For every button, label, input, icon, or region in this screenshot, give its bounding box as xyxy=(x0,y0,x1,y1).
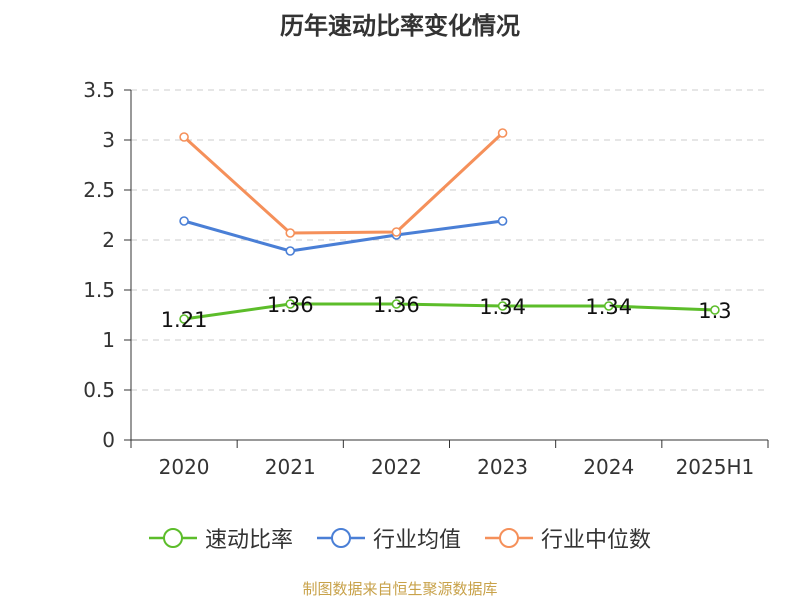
legend: 速动比率 行业均值 行业中位数 xyxy=(0,520,800,556)
grid-lines xyxy=(131,89,768,391)
data-label: 1.3 xyxy=(698,299,731,323)
data-labels: 1.21 1.36 1.36 1.34 1.34 1.3 xyxy=(161,293,732,332)
data-point xyxy=(391,227,402,237)
data-point xyxy=(179,314,189,324)
x-tick-label: 2020 xyxy=(159,455,210,479)
data-point xyxy=(603,301,614,311)
series-line xyxy=(183,219,503,253)
y-tick-label: 2.5 xyxy=(83,178,115,202)
data-label: 1.34 xyxy=(479,295,526,319)
data-point xyxy=(710,305,720,315)
data-label: 1.21 xyxy=(161,308,208,332)
legend-label: 行业中位数 xyxy=(541,528,652,553)
legend-swatch-marker xyxy=(499,528,519,548)
y-tick-label: 0.5 xyxy=(83,378,115,402)
data-point xyxy=(285,299,296,309)
data-point xyxy=(285,228,296,238)
data-point xyxy=(179,132,189,142)
data-label: 1.36 xyxy=(267,293,314,317)
axes: 0 0.5 1 1.5 2 2.5 3 3.5 2020 2021 2022 2023 2024 2025… xyxy=(83,78,769,479)
y-tick-label: 0 xyxy=(102,428,115,452)
data-point xyxy=(285,246,296,256)
data-point xyxy=(497,128,508,138)
data-point xyxy=(497,216,508,226)
legend-item[interactable]: 行业中位数 xyxy=(485,522,651,554)
data-point xyxy=(179,216,189,226)
legend-swatch-marker xyxy=(162,528,183,548)
legend-swatch xyxy=(485,528,533,548)
x-tick-label: 2024 xyxy=(583,455,634,479)
chart-title: 历年速动比率变化情况 xyxy=(280,12,520,40)
y-tick-label: 3 xyxy=(102,128,115,152)
y-tick-label: 3.5 xyxy=(83,78,115,102)
legend-swatch-marker xyxy=(330,528,351,548)
y-tick-label: 1 xyxy=(102,328,115,352)
data-point xyxy=(497,301,508,311)
series-line xyxy=(183,302,715,321)
source-note: 制图数据来自恒生聚源数据库 xyxy=(302,580,498,598)
series-lines xyxy=(179,128,720,324)
x-tick-label: 2021 xyxy=(265,455,316,479)
y-tick-label: 2 xyxy=(102,228,115,252)
data-point xyxy=(391,299,402,309)
data-label: 1.36 xyxy=(373,293,420,317)
series-line xyxy=(183,131,504,235)
x-tick-label: 2022 xyxy=(371,455,422,479)
legend-label: 速动比率 xyxy=(204,528,293,553)
legend-item[interactable]: 行业均值 xyxy=(316,522,461,554)
legend-item[interactable]: 速动比率 xyxy=(148,522,293,554)
y-tick-label: 1.5 xyxy=(83,278,115,302)
x-tick-label: 2025H1 xyxy=(676,455,755,479)
legend-swatch xyxy=(148,528,197,548)
legend-label: 行业均值 xyxy=(372,528,461,553)
x-tick-label: 2023 xyxy=(477,455,528,479)
legend-swatch xyxy=(316,528,365,548)
data-label: 1.34 xyxy=(585,295,632,319)
